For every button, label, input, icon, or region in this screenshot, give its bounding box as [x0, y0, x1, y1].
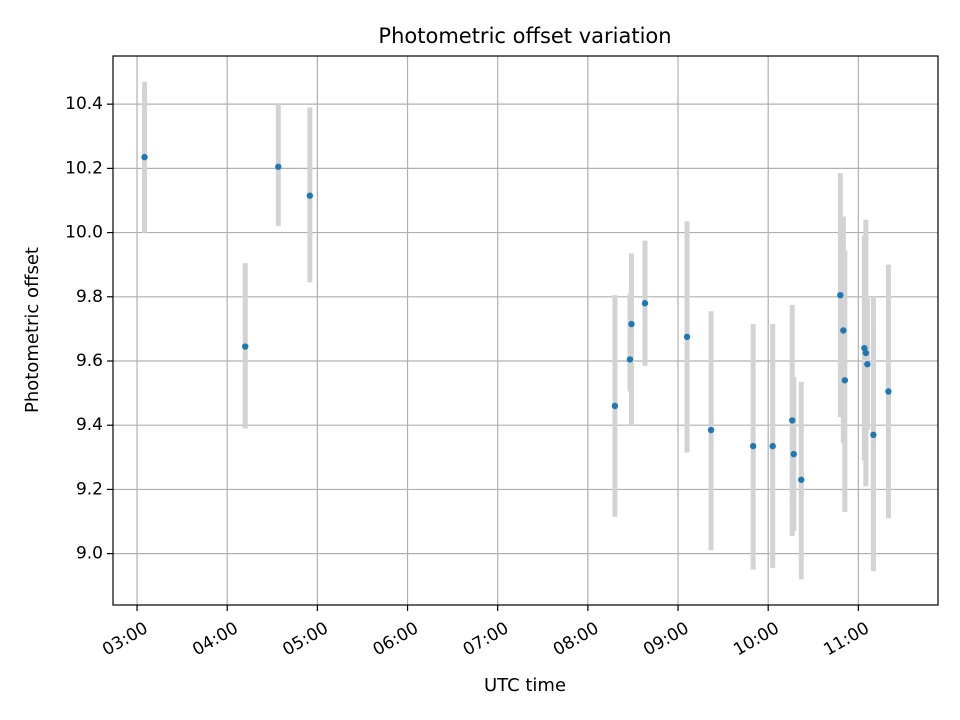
data-point — [870, 431, 877, 439]
x-axis-ticks: 03:00 04:00 05:00 06:00 07:00 08:00 09:00 10:00… — [99, 605, 873, 660]
data-point — [275, 163, 282, 170]
y-tick-label: 10.0 — [65, 223, 103, 243]
y-tick-label: 9.8 — [76, 287, 103, 307]
data-point — [306, 192, 314, 199]
data-point — [862, 349, 870, 357]
y-tick-label: 9.0 — [76, 544, 103, 564]
data-point — [749, 442, 757, 450]
data-point — [841, 377, 849, 384]
data-point — [641, 300, 649, 307]
data-point — [885, 388, 892, 395]
plot-area-frame — [112, 55, 939, 606]
x-tick-label: 08:00 — [550, 618, 602, 660]
data-point — [790, 450, 797, 458]
x-tick-label: 07:00 — [460, 618, 512, 660]
x-tick-label: 10:00 — [730, 618, 782, 660]
data-point — [626, 356, 634, 363]
data-point — [611, 402, 619, 410]
x-tick-label: 09:00 — [640, 618, 692, 660]
x-tick-label: 11:00 — [820, 618, 872, 660]
data-point — [837, 291, 844, 299]
x-axis-label: UTC time — [484, 675, 566, 696]
data-point — [840, 327, 847, 334]
data-point — [242, 343, 249, 350]
data-point — [789, 417, 796, 424]
x-tick-label: 04:00 — [189, 618, 241, 660]
y-tick-label: 10.4 — [65, 94, 103, 114]
data-point — [864, 361, 871, 368]
data-point — [628, 320, 635, 328]
data-point — [861, 344, 868, 352]
x-tick-label: 03:00 — [99, 618, 151, 660]
grid — [113, 56, 938, 605]
data-point — [769, 442, 776, 450]
x-tick-label: 06:00 — [370, 618, 422, 660]
data-point — [707, 426, 715, 434]
x-tick-label: 05:00 — [279, 618, 331, 660]
data-point — [141, 153, 148, 161]
y-tick-label: 9.4 — [76, 415, 103, 435]
error-bars — [142, 81, 891, 580]
data-point — [683, 333, 691, 341]
data-points — [141, 153, 892, 483]
data-point — [798, 476, 805, 483]
chart-title: Photometric offset variation — [378, 24, 671, 48]
y-axis-ticks: 9.0 9.2 9.4 9.6 9.8 10.0 10.2 10.4 — [65, 94, 113, 564]
y-tick-label: 9.2 — [76, 479, 103, 499]
y-axis-label: Photometric offset — [22, 247, 43, 413]
y-tick-label: 9.6 — [76, 351, 103, 371]
y-tick-label: 10.2 — [65, 158, 103, 178]
